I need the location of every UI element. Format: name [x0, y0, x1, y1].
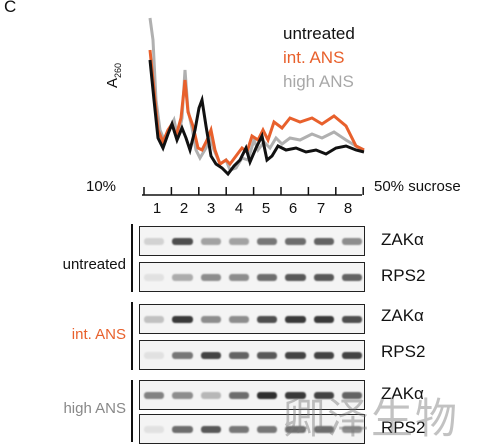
- blot-band: [257, 352, 278, 359]
- fraction-label: 5: [261, 200, 271, 217]
- blot-band: [144, 316, 165, 323]
- blot-band: [313, 316, 334, 323]
- blot-band: [228, 352, 249, 359]
- blot-band: [144, 392, 165, 399]
- blot-band: [285, 426, 306, 433]
- blot-band: [172, 392, 193, 399]
- blot-band: [172, 352, 193, 359]
- condition-label-untreated: untreated: [62, 256, 126, 273]
- blot-band: [313, 426, 334, 433]
- blot-band: [228, 426, 249, 433]
- protein-label-rps2: RPS2: [381, 342, 426, 361]
- blot-band: [313, 392, 334, 399]
- bracket-high-ans: [131, 380, 133, 442]
- blot-int-ans-rps2: [139, 340, 365, 370]
- gradient-high-label: 50% sucrose: [374, 178, 461, 195]
- fraction-label: 6: [288, 200, 298, 217]
- condition-label-high-ans: high ANS: [63, 400, 126, 417]
- blot-band: [144, 426, 165, 433]
- fraction-label: 3: [206, 200, 216, 217]
- blot-high-ans-rps2: [139, 414, 365, 444]
- blot-band: [144, 274, 165, 281]
- fraction-axis: [142, 187, 364, 196]
- blot-band: [257, 392, 278, 399]
- blot-band: [257, 238, 278, 245]
- blot-band: [200, 274, 221, 281]
- blot-band: [313, 274, 334, 281]
- blot-band: [228, 316, 249, 323]
- blot-band: [257, 274, 278, 281]
- blot-band: [313, 352, 334, 359]
- fraction-label: 8: [343, 200, 353, 217]
- blot-band: [172, 316, 193, 323]
- fraction-label: 7: [316, 200, 326, 217]
- blot-band: [200, 352, 221, 359]
- absorbance-profile: [148, 17, 365, 177]
- legend-int-ans: int. ANS: [283, 48, 345, 67]
- watermark-text: 卿泽生物: [283, 394, 460, 443]
- blot-band: [200, 426, 221, 433]
- protein-label-rps2: RPS2: [381, 418, 426, 437]
- blot-band: [257, 426, 278, 433]
- blot-band: [200, 238, 221, 245]
- protein-label-zaka: ZAKα: [381, 230, 424, 249]
- blot-band: [285, 238, 306, 245]
- blot-band: [341, 238, 362, 245]
- panel-letter: C: [4, 0, 17, 16]
- blot-high-ans-zaka: [139, 380, 365, 410]
- blot-band: [200, 316, 221, 323]
- blot-band: [285, 392, 306, 399]
- blot-band: [200, 392, 221, 399]
- blot-band: [228, 274, 249, 281]
- blot-band: [341, 392, 362, 399]
- blot-band: [341, 274, 362, 281]
- blot-band: [257, 316, 278, 323]
- blot-band: [144, 238, 165, 245]
- fraction-label: 2: [179, 200, 189, 217]
- fraction-label: 4: [234, 200, 244, 217]
- protein-label-rps2: RPS2: [381, 266, 426, 285]
- blot-untreated-rps2: [139, 262, 365, 292]
- blot-band: [144, 352, 165, 359]
- gradient-low-label: 10%: [86, 178, 117, 195]
- blot-band: [313, 238, 334, 245]
- bracket-untreated: [131, 224, 133, 292]
- condition-label-int-ans: int. ANS: [71, 326, 126, 343]
- blot-band: [228, 392, 249, 399]
- fraction-label: 1: [152, 200, 162, 217]
- blot-untreated-zaka: [139, 226, 365, 256]
- blot-band: [341, 426, 362, 433]
- blot-band: [341, 352, 362, 359]
- blot-band: [172, 426, 193, 433]
- blot-band: [285, 316, 306, 323]
- bracket-int-ans: [131, 302, 133, 370]
- blot-band: [228, 238, 249, 245]
- trace-untreated: [148, 59, 365, 177]
- blot-band: [285, 274, 306, 281]
- protein-label-zaka: ZAKα: [381, 306, 424, 325]
- protein-label-zaka: ZAKα: [381, 384, 424, 403]
- blot-band: [341, 316, 362, 323]
- blot-band: [172, 238, 193, 245]
- blot-int-ans-zaka: [139, 304, 365, 334]
- legend-untreated: untreated: [283, 24, 355, 43]
- blot-band: [172, 274, 193, 281]
- blot-band: [285, 352, 306, 359]
- legend-high-ans: high ANS: [283, 72, 354, 91]
